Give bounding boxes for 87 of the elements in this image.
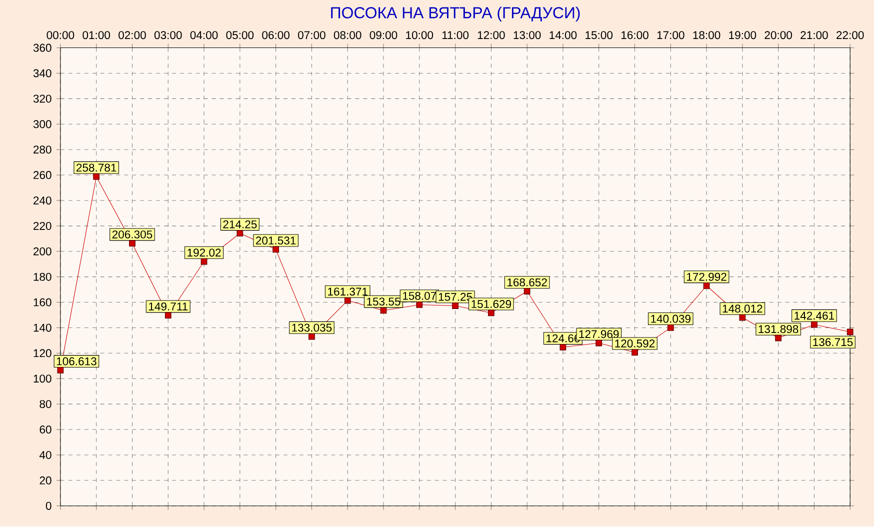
x-tick-label: 02:00	[118, 31, 146, 40]
x-tick-label: 07:00	[298, 31, 326, 40]
y-tick-label: 260	[34, 171, 52, 180]
x-tick-label: 03:00	[154, 31, 182, 40]
x-tick-label: 12:00	[478, 31, 505, 40]
data-label: 153.55	[367, 298, 400, 306]
x-tick-label: 10:00	[406, 31, 434, 40]
point	[380, 307, 387, 314]
x-tick-label: 14:00	[550, 31, 577, 40]
data-label: 127.969	[579, 330, 619, 338]
data-label: 106.613	[56, 357, 96, 366]
point	[739, 314, 746, 321]
data-label: 151.629	[472, 300, 512, 308]
data-label: 120.592	[615, 340, 655, 348]
x-tick-label: 08:00	[334, 31, 362, 40]
y-tick-label: 340	[33, 69, 52, 78]
data-label: 142.461	[794, 312, 834, 320]
data-label: 133.035	[292, 324, 332, 332]
data-label: 172.992	[686, 272, 726, 281]
y-tick-label: 360	[33, 44, 52, 52]
x-tick-label: 09:00	[370, 31, 398, 40]
data-label: 148.012	[722, 304, 762, 313]
point	[775, 334, 782, 342]
x-tick-label: 05:00	[226, 31, 254, 40]
x-tick-label: 21:00	[800, 31, 828, 40]
point	[57, 367, 64, 374]
x-tick-label: 20:00	[764, 31, 792, 40]
point	[632, 349, 638, 356]
x-tick-label: 17:00	[657, 31, 684, 40]
y-tick-label: 160	[34, 298, 52, 306]
data-label: 258.781	[76, 164, 116, 172]
data-label: 206.305	[112, 230, 152, 239]
y-tick-label: 120	[34, 349, 52, 358]
point	[129, 240, 136, 247]
data-label: 168.652	[508, 278, 547, 286]
y-tick-label: 320	[33, 94, 52, 103]
data-label: 201.531	[256, 236, 296, 245]
y-tick-label: 140	[34, 324, 52, 332]
point	[236, 230, 244, 237]
y-tick-label: 0	[46, 502, 52, 510]
x-tick-label: 00:00	[46, 31, 74, 40]
data-label: 214.25	[223, 220, 257, 228]
point	[416, 302, 423, 308]
point	[272, 246, 279, 253]
x-tick-label: 06:00	[262, 31, 290, 40]
point	[703, 282, 710, 290]
y-tick-label: 20	[40, 476, 52, 485]
data-label: 149.711	[149, 302, 188, 311]
x-tick-label: 11:00	[442, 31, 469, 40]
point	[308, 334, 315, 340]
y-tick-label: 60	[40, 426, 52, 434]
point	[164, 312, 172, 319]
point	[667, 324, 674, 331]
y-tick-label: 300	[33, 120, 52, 128]
point	[524, 288, 530, 295]
y-tick-label: 100	[34, 374, 52, 383]
y-tick-label: 200	[34, 248, 52, 256]
point	[344, 297, 351, 304]
x-tick-label: 13:00	[514, 31, 541, 40]
point	[488, 310, 494, 316]
point	[200, 258, 208, 265]
x-tick-label: 22:00	[836, 31, 864, 40]
data-label: 140.039	[651, 314, 690, 323]
y-tick-label: 280	[34, 146, 52, 154]
x-tick-label: 16:00	[621, 31, 648, 40]
x-tick-label: 15:00	[586, 31, 613, 40]
y-tick-label: 40	[39, 451, 52, 460]
data-label: 192.02	[188, 248, 221, 257]
x-tick-label: 04:00	[190, 31, 218, 40]
point	[93, 174, 100, 180]
point	[596, 340, 602, 346]
y-tick-label: 180	[34, 272, 52, 281]
data-label: 136.715	[813, 338, 853, 346]
chart-title: ПОСОКА НА ВЯТЪРА (ГРАДУСИ)	[331, 6, 580, 22]
data-label: 131.898	[758, 325, 798, 334]
y-tick-label: 220	[34, 222, 52, 230]
x-tick-label: 01:00	[82, 31, 110, 40]
data-label: 161.371	[328, 288, 368, 296]
y-tick-label: 80	[40, 400, 52, 408]
point	[560, 344, 566, 351]
x-tick-label: 18:00	[693, 31, 720, 40]
point	[452, 302, 458, 310]
y-tick-label: 240	[34, 196, 52, 205]
point	[811, 322, 818, 328]
x-tick-label: 19:00	[729, 31, 756, 40]
point	[846, 328, 854, 336]
data-label: 158.07	[402, 292, 436, 300]
